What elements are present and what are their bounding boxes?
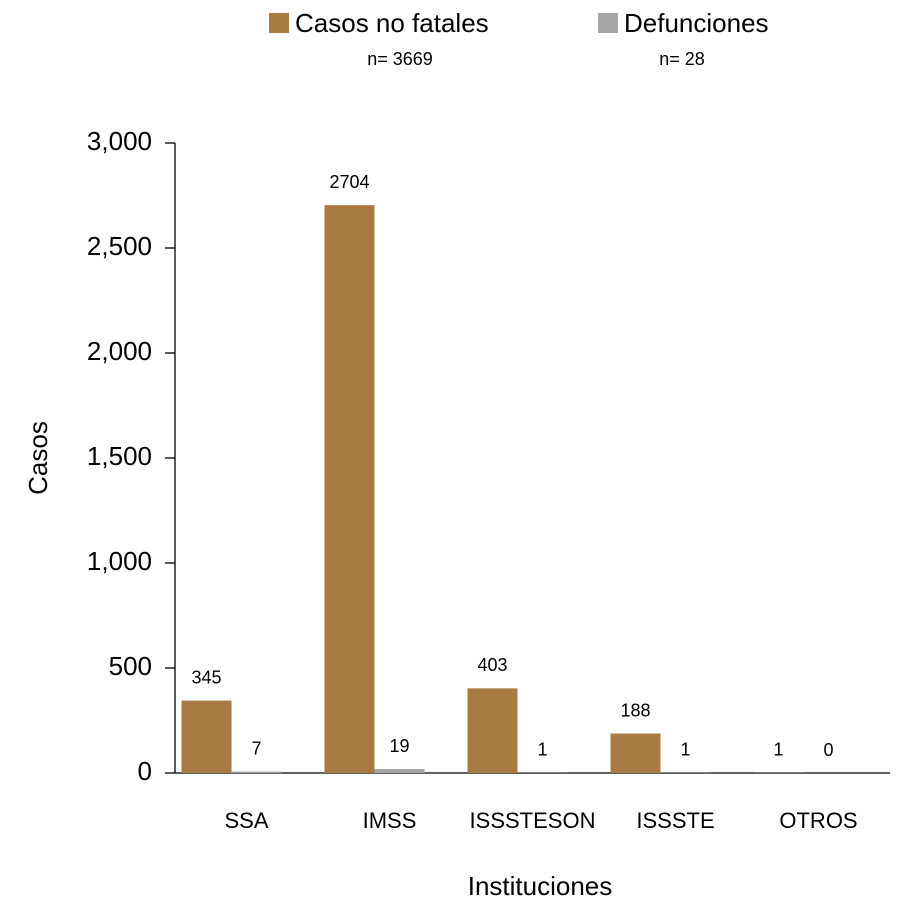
y-tick-label: 1,000 <box>87 546 152 576</box>
legend-note: n= 3669 <box>367 49 433 69</box>
x-tick-label: IMSS <box>363 808 417 833</box>
x-axis-title: Instituciones <box>468 871 613 901</box>
x-tick-label: ISSSTESON <box>470 808 596 833</box>
bar <box>610 733 661 773</box>
legend-label: Casos no fatales <box>295 8 489 38</box>
data-label: 7 <box>251 738 261 758</box>
legend-swatch <box>598 13 618 33</box>
data-label: 0 <box>823 740 833 760</box>
bar <box>181 700 232 773</box>
data-label: 2704 <box>329 172 369 192</box>
data-label: 19 <box>389 736 409 756</box>
y-tick-label: 0 <box>138 756 152 786</box>
data-label: 1 <box>773 740 783 760</box>
y-tick-label: 2,500 <box>87 231 152 261</box>
bar <box>231 771 282 773</box>
x-tick-label: SSA <box>224 808 268 833</box>
data-label: 188 <box>620 700 650 720</box>
bar <box>467 688 518 773</box>
y-tick-label: 500 <box>109 651 152 681</box>
y-tick-label: 3,000 <box>87 126 152 156</box>
legend-label: Defunciones <box>624 8 769 38</box>
data-label: 345 <box>191 667 221 687</box>
y-tick-label: 2,000 <box>87 336 152 366</box>
x-tick-label: OTROS <box>779 808 857 833</box>
data-label: 1 <box>680 740 690 760</box>
data-label: 403 <box>477 655 507 675</box>
y-tick-label: 1,500 <box>87 441 152 471</box>
legend-swatch <box>269 13 289 33</box>
y-axis-title: Casos <box>23 421 53 495</box>
bar <box>374 769 425 773</box>
data-label: 1 <box>537 740 547 760</box>
bar <box>324 205 375 773</box>
legend-note: n= 28 <box>659 49 705 69</box>
x-tick-label: ISSSTE <box>636 808 714 833</box>
